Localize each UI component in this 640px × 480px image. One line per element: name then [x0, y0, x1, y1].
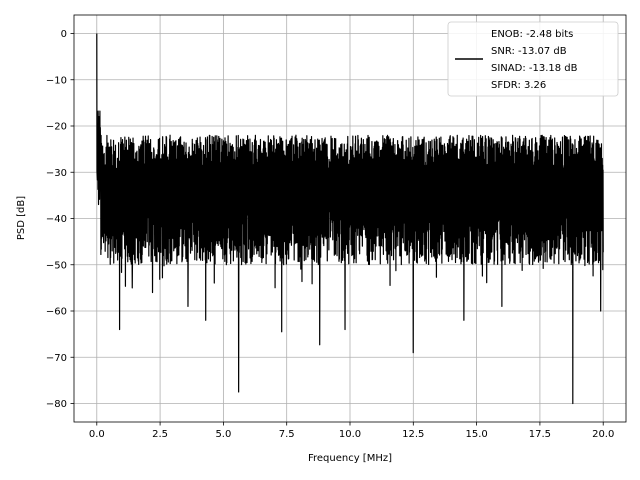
psd-series-line	[96, 33, 604, 405]
x-axis-ticks: 0.0 2.5 5.0 7.5 10.0 12.5 15.0 17.5 20.0	[89, 422, 614, 440]
x-tick-label: 20.0	[592, 429, 614, 440]
y-tick-label: −10	[46, 75, 67, 86]
x-tick-label: 12.5	[402, 429, 424, 440]
legend-box	[447, 21, 619, 97]
y-tick-label: −20	[46, 122, 67, 133]
y-tick-label: −30	[46, 168, 67, 179]
y-tick-label: −80	[46, 399, 67, 410]
x-tick-label: 7.5	[279, 429, 295, 440]
legend-text-enob: ENOB: -2.48 bits	[491, 29, 573, 40]
y-tick-label: −50	[46, 260, 67, 271]
series-group	[96, 33, 604, 405]
y-axis-ticks: 0 −10 −20 −30 −40 −50 −60 −70 −80	[46, 29, 74, 410]
x-tick-label: 2.5	[152, 429, 168, 440]
x-tick-label: 10.0	[339, 429, 361, 440]
y-tick-label: −60	[46, 307, 67, 318]
x-tick-label: 17.5	[529, 429, 551, 440]
x-tick-label: 15.0	[465, 429, 487, 440]
y-tick-label: −40	[46, 214, 67, 225]
y-tick-label: −70	[46, 353, 67, 364]
legend-text-sinad: SINAD: -13.18 dB	[491, 63, 578, 74]
legend-text-sfdr: SFDR: 3.26	[491, 80, 546, 91]
legend: ENOB: -2.48 bits SNR: -13.07 dB SINAD: -…	[447, 21, 619, 97]
x-axis-label: Frequency [MHz]	[308, 453, 392, 464]
y-tick-label: 0	[61, 29, 67, 40]
x-tick-label: 0.0	[89, 429, 105, 440]
x-tick-label: 5.0	[215, 429, 231, 440]
y-axis-label: PSD [dB]	[16, 196, 27, 240]
legend-text-snr: SNR: -13.07 dB	[491, 46, 567, 57]
